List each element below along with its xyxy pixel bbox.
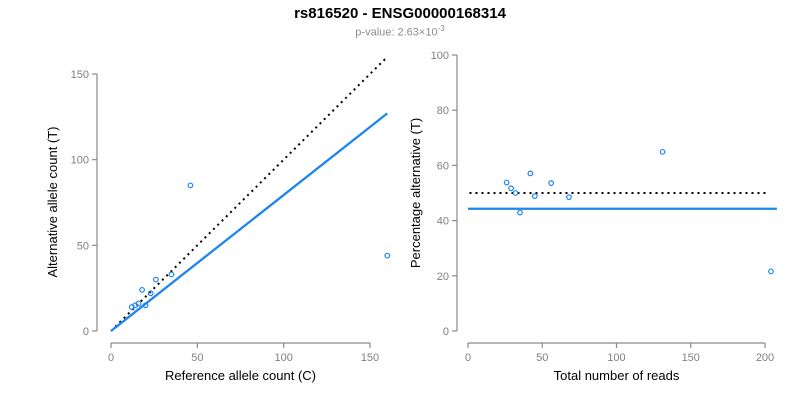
x-tick-label: 50	[191, 352, 203, 364]
data-point	[168, 271, 175, 278]
x-axis-title: Total number of reads	[554, 368, 680, 383]
y-axis-title: Percentage alternative (T)	[408, 118, 423, 268]
x-tick-label: 100	[607, 352, 625, 364]
x-tick-label: 50	[536, 352, 548, 364]
y-tick-label: 0	[443, 326, 449, 338]
data-point	[527, 170, 534, 177]
y-tick-label: 100	[71, 155, 89, 167]
figure-subtitle: p-value: 2.63×10-3	[0, 24, 800, 39]
y-tick-label: 20	[437, 271, 449, 283]
y-tick-label: 60	[437, 160, 449, 172]
x-tick-label: 0	[108, 352, 114, 364]
data-point	[139, 286, 145, 293]
y-tick-label: 50	[77, 240, 89, 252]
x-tick-label: 150	[682, 352, 700, 364]
data-point	[503, 179, 510, 186]
data-point	[147, 290, 154, 297]
data-point	[508, 185, 514, 192]
pvalue-text: p-value: 2.63×10	[355, 26, 438, 39]
y-tick-label: 100	[431, 50, 449, 62]
data-point	[384, 252, 391, 259]
data-point	[517, 209, 523, 216]
x-axis-title: Reference allele count (C)	[165, 368, 316, 383]
data-point	[566, 194, 572, 201]
allele-count-scatter-plot: 0 50 100 150 Reference allele count (C) 0 50 10…	[45, 56, 391, 383]
identity-line	[110, 56, 388, 332]
data-point	[152, 276, 159, 283]
data-point	[187, 182, 194, 189]
y-tick-label: 40	[437, 216, 449, 228]
y-tick-label: 80	[437, 105, 449, 117]
data-point	[768, 268, 774, 275]
data-point	[531, 193, 538, 199]
data-point	[142, 302, 149, 309]
x-tick-label: 0	[465, 352, 471, 364]
data-point	[548, 180, 555, 186]
percentage-reads-scatter-plot: 0 50 100 150 200 Total number of reads 0 20 40 60…	[408, 50, 777, 383]
x-tick-label: 200	[756, 352, 774, 364]
figure-title: rs816520 - ENSG00000168314	[294, 5, 506, 22]
y-axis-title: Alternative allele count (T)	[45, 126, 60, 277]
x-tick-label: 100	[274, 352, 292, 364]
pvalue-exponent: -3	[437, 24, 445, 33]
fit-line	[110, 112, 388, 332]
data-point	[135, 300, 142, 307]
x-tick-label: 150	[361, 352, 379, 364]
y-tick-label: 150	[71, 69, 89, 81]
data-point	[512, 190, 519, 196]
data-point	[659, 148, 666, 155]
y-tick-label: 0	[83, 326, 89, 338]
